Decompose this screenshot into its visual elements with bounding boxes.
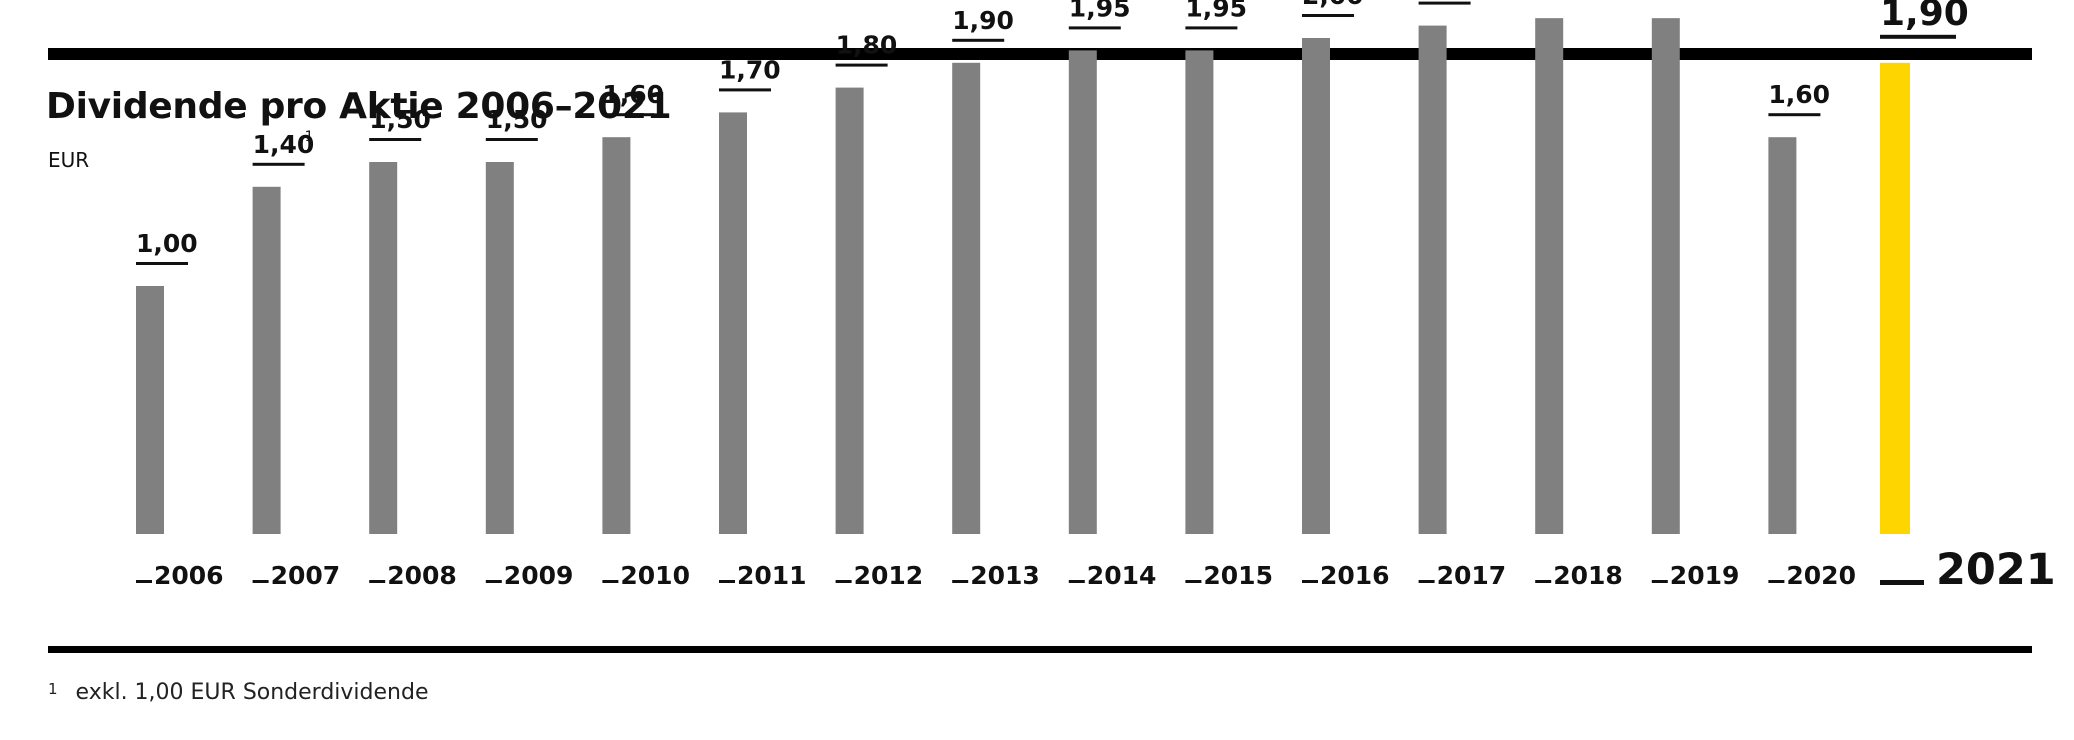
tick-2017 bbox=[1418, 580, 1435, 583]
tick-2014 bbox=[1068, 580, 1085, 583]
footnote-ref-2007: 1 bbox=[305, 129, 314, 145]
value-label-2020: 1,60 bbox=[1768, 80, 1830, 109]
tick-label-2018: 2018 bbox=[1553, 561, 1623, 590]
bars-layer bbox=[136, 18, 1910, 535]
tick-2008 bbox=[369, 580, 386, 583]
tick-2016 bbox=[1302, 580, 1318, 583]
value-underline-2009 bbox=[485, 138, 538, 141]
tick-2012 bbox=[835, 580, 852, 583]
bar-2009 bbox=[485, 162, 514, 534]
bar-2011 bbox=[719, 112, 747, 535]
bar-2016 bbox=[1302, 38, 1330, 534]
bar-2007 bbox=[252, 186, 281, 535]
tick-label-2013: 2013 bbox=[970, 561, 1040, 590]
value-underline-2010 bbox=[602, 113, 655, 117]
tick-label-2019: 2019 bbox=[1670, 561, 1740, 590]
value-label-2021: 1,90 bbox=[1880, 0, 1969, 34]
tick-label-2012: 2012 bbox=[854, 561, 924, 590]
value-underline-2017 bbox=[1418, 1, 1471, 5]
tick-2013 bbox=[952, 580, 969, 583]
tick-2011 bbox=[719, 580, 735, 583]
tick-2020 bbox=[1768, 580, 1785, 583]
bar-2010 bbox=[602, 137, 631, 534]
tick-2006 bbox=[136, 580, 152, 583]
value-label-2014: 1,95 bbox=[1069, 0, 1131, 22]
tick-2021 bbox=[1880, 580, 1924, 585]
value-underline-2016 bbox=[1302, 14, 1354, 17]
bar-2013 bbox=[952, 62, 981, 535]
footnote: 1 exkl. 1,00 EUR Sonderdividende bbox=[48, 680, 429, 705]
value-label-2007: 1,40 bbox=[253, 130, 315, 159]
value-label-2010: 1,60 bbox=[602, 80, 664, 109]
bar-2006 bbox=[136, 286, 164, 534]
value-underline-2011 bbox=[719, 88, 771, 92]
bar-2020 bbox=[1768, 137, 1797, 534]
bar-2014 bbox=[1068, 50, 1097, 535]
tick-label-2008: 2008 bbox=[387, 561, 457, 590]
tick-label-2016: 2016 bbox=[1320, 561, 1390, 590]
value-label-2006: 1,00 bbox=[136, 229, 198, 258]
value-label-2013: 1,90 bbox=[952, 6, 1014, 35]
tick-2009 bbox=[485, 580, 502, 583]
value-underline-2020 bbox=[1768, 113, 1821, 117]
tick-2007 bbox=[252, 580, 269, 583]
tick-label-2014: 2014 bbox=[1087, 561, 1157, 590]
bar-2015 bbox=[1185, 50, 1214, 535]
tick-label-2010: 2010 bbox=[620, 561, 690, 590]
value-label-2015: 1,95 bbox=[1185, 0, 1247, 22]
chart-title: Dividende pro Aktie 2006–2021 bbox=[46, 86, 672, 127]
value-label-2016: 2,00 bbox=[1302, 0, 1364, 10]
value-underline-2013 bbox=[952, 38, 1005, 42]
bar-2019 bbox=[1651, 18, 1680, 535]
value-underline-2012 bbox=[835, 63, 888, 67]
footnote-text: exkl. 1,00 EUR Sonderdividende bbox=[75, 680, 429, 705]
bottom-rule bbox=[48, 646, 2032, 653]
value-label-2008: 1,50 bbox=[369, 105, 431, 134]
value-label-2009: 1,50 bbox=[486, 105, 548, 134]
value-underline-2006 bbox=[136, 262, 188, 265]
tick-2010 bbox=[602, 580, 619, 583]
tick-label-2017: 2017 bbox=[1437, 561, 1507, 590]
unit-label: EUR bbox=[48, 148, 90, 172]
bar-2018 bbox=[1535, 18, 1564, 535]
tick-2015 bbox=[1185, 580, 1202, 583]
value-label-2012: 1,80 bbox=[836, 31, 898, 60]
tick-label-2020: 2020 bbox=[1786, 561, 1856, 590]
value-underline-2014 bbox=[1068, 26, 1121, 30]
tick-2019 bbox=[1651, 580, 1668, 583]
tick-label-2021: 2021 bbox=[1936, 545, 2056, 595]
tick-2018 bbox=[1535, 580, 1552, 583]
tick-label-2006: 2006 bbox=[154, 561, 224, 590]
tick-label-2015: 2015 bbox=[1203, 561, 1273, 590]
x-axis-ticks-layer: 2006 2007 2008 2009 2010 2011 2012 2013 2014 2015… bbox=[136, 545, 2056, 595]
value-underline-2015 bbox=[1185, 26, 1238, 30]
value-underline-2007 bbox=[252, 162, 305, 166]
footnote-ref-2008: 1 bbox=[421, 104, 430, 120]
bar-2008 bbox=[369, 162, 398, 534]
bar-2021 bbox=[1880, 62, 1910, 535]
tick-label-2011: 2011 bbox=[737, 561, 807, 590]
value-label-2011: 1,70 bbox=[719, 55, 781, 84]
bar-2012 bbox=[835, 87, 864, 534]
footnote-marker: 1 bbox=[48, 680, 58, 698]
value-underline-2021 bbox=[1880, 34, 1956, 39]
tick-label-2009: 2009 bbox=[504, 561, 574, 590]
tick-label-2007: 2007 bbox=[271, 561, 341, 590]
value-underline-2008 bbox=[369, 138, 422, 141]
bar-2017 bbox=[1418, 25, 1447, 534]
